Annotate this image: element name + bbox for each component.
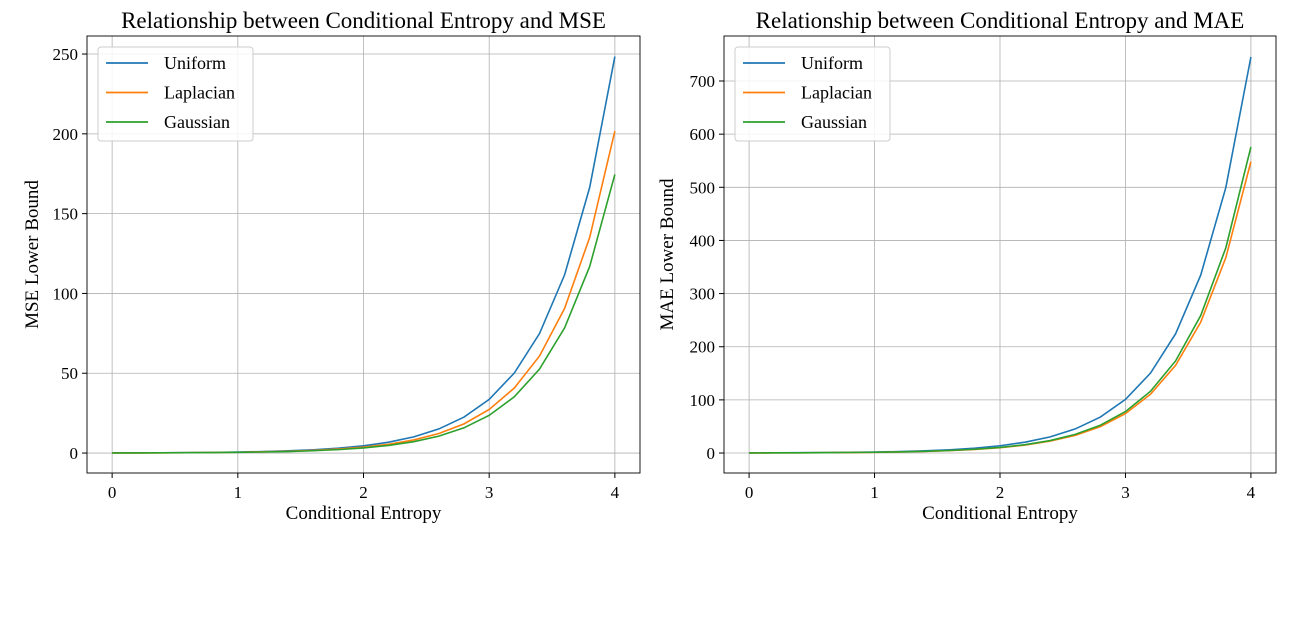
x-tick-label: 3: [485, 483, 494, 502]
legend-label: Gaussian: [801, 112, 867, 132]
y-tick-label: 500: [690, 178, 716, 197]
y-tick-label: 200: [690, 338, 716, 357]
x-tick-label: 1: [234, 483, 243, 502]
y-tick-label: 400: [690, 231, 716, 250]
legend-label: Laplacian: [164, 83, 235, 103]
y-axis-label: MAE Lower Bound: [657, 178, 678, 330]
legend: Uniform Laplacian Gaussian: [97, 46, 254, 142]
x-tick-label: 3: [1121, 483, 1130, 502]
x-axis-label: Conditional Entropy: [286, 503, 442, 524]
series-line-gaussian: [749, 146, 1252, 454]
chart-title: Relationship between Conditional Entropy…: [121, 8, 606, 33]
y-tick-label: 600: [690, 125, 716, 144]
legend-label: Uniform: [801, 53, 863, 73]
x-tick-label: 2: [359, 483, 368, 502]
x-tick-label: 4: [1247, 483, 1256, 502]
legend: Uniform Laplacian Gaussian: [734, 46, 891, 142]
y-tick-label: 0: [70, 444, 79, 463]
y-tick-label: 100: [53, 284, 79, 303]
chart-title: Relationship between Conditional Entropy…: [756, 8, 1245, 33]
chart-0: 0 1 2 3 4 0 50 100 150 200 250 Relationship between…: [22, 8, 641, 524]
axes-frame: [86, 35, 641, 474]
legend-label: Laplacian: [801, 83, 872, 103]
y-tick-label: 50: [61, 364, 78, 383]
x-tick-label: 2: [996, 483, 1005, 502]
y-tick-label: 700: [690, 72, 716, 91]
y-tick-label: 150: [53, 205, 79, 224]
axes-frame: [723, 35, 1277, 474]
legend-box: [97, 46, 254, 142]
chart-1: 0 1 2 3 4 0 100 200 300 400 500 600 700 Relationship …: [657, 8, 1277, 524]
y-tick-label: 100: [690, 391, 716, 410]
legend-label: Uniform: [164, 53, 226, 73]
y-tick-label: 300: [690, 285, 716, 304]
x-tick-label: 0: [108, 483, 117, 502]
x-tick-label: 4: [611, 483, 620, 502]
legend-box: [734, 46, 891, 142]
y-tick-label: 0: [707, 444, 716, 463]
x-axis-label: Conditional Entropy: [922, 503, 1078, 524]
legend-label: Gaussian: [164, 112, 230, 132]
y-tick-label: 200: [53, 125, 79, 144]
x-tick-label: 1: [870, 483, 879, 502]
y-axis-label: MSE Lower Bound: [22, 180, 43, 329]
y-tick-label: 250: [53, 45, 79, 64]
x-tick-label: 0: [745, 483, 754, 502]
series-line-gaussian: [112, 174, 616, 454]
